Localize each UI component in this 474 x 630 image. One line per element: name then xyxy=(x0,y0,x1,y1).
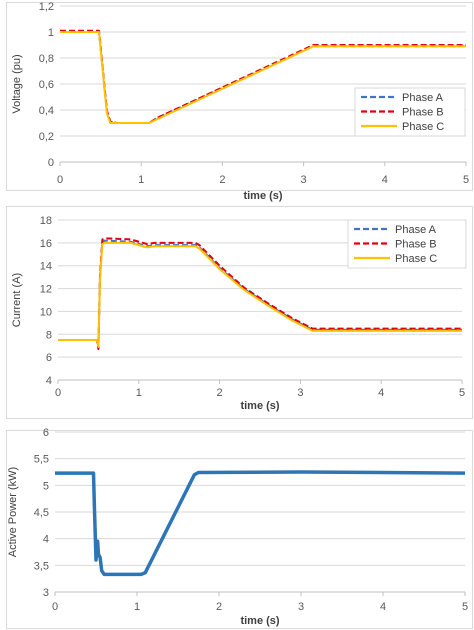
x-tick-label: 0 xyxy=(57,174,63,186)
x-axis-title: time (s) xyxy=(240,615,279,627)
x-tick-label: 4 xyxy=(380,601,386,613)
y-tick-label: 0,4 xyxy=(39,105,54,117)
x-tick-label: 3 xyxy=(301,174,307,186)
y-tick-label: 6 xyxy=(46,352,52,364)
chart-1: 0 0,2 0,4 0,6 0,8 1 1,2 0 1 2 3 4 5 time (s) Voltage (… xyxy=(6,1,473,202)
x-tick-label: 5 xyxy=(462,601,468,613)
y-tick-label: 5,5 xyxy=(34,454,49,466)
legend: Phase A Phase B Phase C xyxy=(347,219,467,269)
y-tick-label: 3,5 xyxy=(34,560,49,572)
x-tick-label: 2 xyxy=(217,387,223,399)
x-tick-label: 1 xyxy=(134,601,140,613)
y-tick-label: 0 xyxy=(48,157,54,169)
series-line-3 xyxy=(60,31,466,124)
x-tick-label: 1 xyxy=(136,387,142,399)
y-tick-label: 0,2 xyxy=(39,131,54,143)
x-tick-label: 3 xyxy=(297,387,303,399)
x-tick-label: 5 xyxy=(459,387,465,399)
x-axis-title: time (s) xyxy=(243,190,282,202)
x-axis-title: time (s) xyxy=(240,400,279,412)
legend-label-3: Phase C xyxy=(395,253,437,265)
legend-label-1: Phase A xyxy=(395,224,437,236)
legend: Phase A Phase B Phase C xyxy=(354,87,466,137)
x-tick-label: 2 xyxy=(219,174,225,186)
y-tick-label: 1 xyxy=(48,27,54,39)
x-tick-label: 1 xyxy=(138,174,144,186)
x-tick-label: 3 xyxy=(298,601,304,613)
legend-label-3: Phase C xyxy=(402,121,444,133)
legend-label-2: Phase B xyxy=(402,107,444,119)
y-tick-label: 1,2 xyxy=(39,1,54,13)
x-tick-label: 4 xyxy=(382,174,388,186)
series-line-2 xyxy=(58,237,462,351)
y-tick-label: 4 xyxy=(43,534,49,546)
legend-label-1: Phase A xyxy=(402,92,444,104)
x-tick-label: 0 xyxy=(52,601,58,613)
series-line-1 xyxy=(55,470,466,577)
y-tick-label: 10 xyxy=(40,306,52,318)
y-tick-label: 4 xyxy=(46,375,52,387)
y-axis-title: Current (A) xyxy=(11,273,23,327)
y-tick-label: 5 xyxy=(43,480,49,492)
y-tick-label: 18 xyxy=(40,215,52,227)
chart-3: 3 3,5 4 4,5 5 5,5 6 0 1 2 3 4 5 time (s) Active Power … xyxy=(6,427,473,629)
y-tick-label: 12 xyxy=(40,284,52,296)
x-tick-label: 0 xyxy=(55,387,61,399)
y-tick-label: 0,6 xyxy=(39,79,54,91)
y-tick-label: 4,5 xyxy=(34,507,49,519)
y-tick-label: 6 xyxy=(43,427,49,439)
chart-frame xyxy=(6,430,473,629)
x-tick-label: 2 xyxy=(216,601,222,613)
x-tick-label: 4 xyxy=(378,387,384,399)
y-axis-title: Active Power (kW) xyxy=(7,467,19,557)
y-axis-title: Voltage (pu) xyxy=(11,54,23,113)
series-line-3 xyxy=(58,241,462,348)
legend-label-2: Phase B xyxy=(395,239,437,251)
y-tick-label: 0,8 xyxy=(39,53,54,65)
y-tick-label: 16 xyxy=(40,238,52,250)
y-tick-label: 8 xyxy=(46,329,52,341)
y-tick-label: 3 xyxy=(43,587,49,599)
x-tick-label: 5 xyxy=(463,174,469,186)
y-tick-label: 14 xyxy=(40,261,52,273)
